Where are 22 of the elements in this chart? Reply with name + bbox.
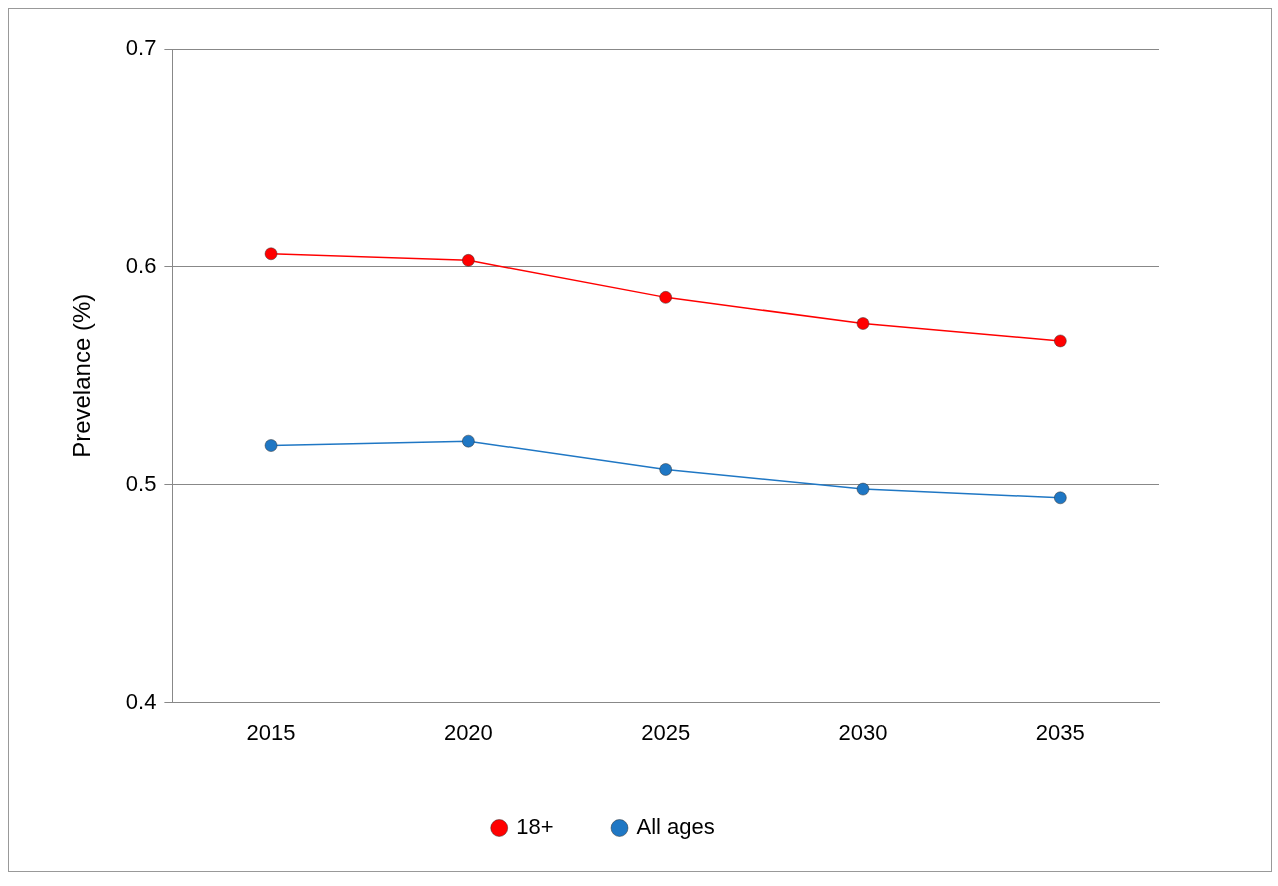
point	[659, 291, 672, 304]
y-axis-title: Prevelance (%)	[68, 293, 96, 458]
point	[264, 247, 278, 261]
x-tick-label: 2035	[1035, 719, 1085, 745]
point	[1054, 491, 1067, 505]
point	[462, 434, 475, 448]
x-tick-label: 2020	[443, 719, 493, 745]
point	[1054, 334, 1067, 348]
point	[856, 482, 870, 496]
x-tick-label: 2015	[246, 719, 296, 745]
y-tick-label: 0.5	[125, 470, 157, 496]
point	[856, 317, 870, 330]
legend-label: All ages	[636, 814, 715, 840]
legend-label: 18+	[516, 814, 554, 840]
y-tick-label: 0.6	[125, 252, 157, 278]
point	[659, 463, 672, 476]
point	[264, 439, 278, 452]
y-tick-label: 0.7	[125, 35, 157, 61]
y-tick-label: 0.4	[125, 688, 157, 714]
point	[462, 254, 475, 267]
x-tick-label: 2025	[641, 719, 691, 745]
x-tick-label: 2030	[838, 719, 888, 745]
